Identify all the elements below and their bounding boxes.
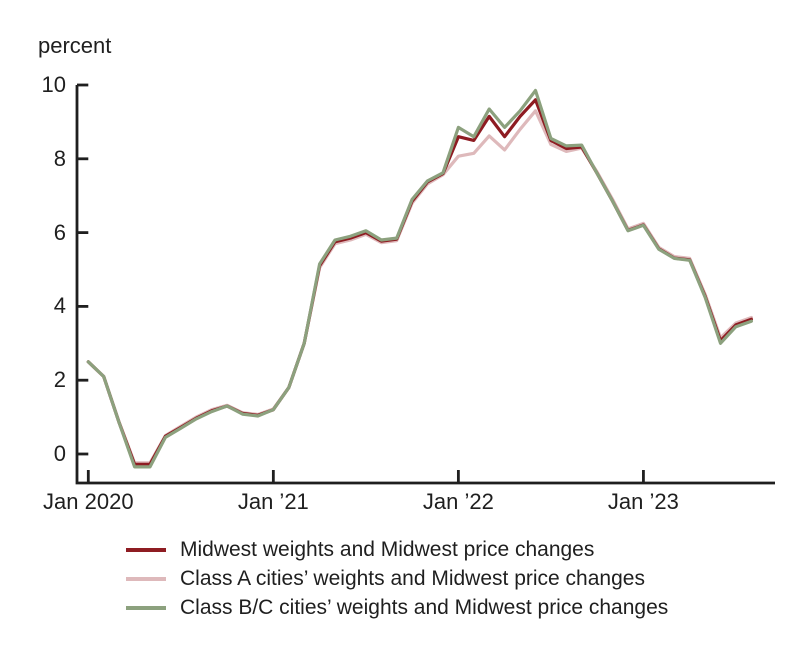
series-line (86, 109, 754, 465)
legend-label: Midwest weights and Midwest price change… (180, 537, 595, 561)
x-tick-label: Jan ’21 (237, 489, 309, 514)
legend-swatch-icon (126, 547, 166, 552)
legend-label: Class B/C cities’ weights and Midwest pr… (180, 595, 669, 619)
y-tick-label: 4 (53, 293, 66, 319)
legend-item: Class B/C cities’ weights and Midwest pr… (126, 593, 668, 622)
legend-swatch-icon (126, 576, 166, 581)
x-tick-label: Jan ’23 (607, 489, 679, 514)
series-line (86, 98, 754, 466)
y-tick-label: 6 (53, 219, 66, 245)
y-tick-label: 0 (53, 441, 66, 466)
legend-label: Class A cities’ weights and Midwest pric… (180, 566, 645, 590)
legend-swatch-icon (126, 605, 166, 610)
axis-lines (75, 85, 775, 485)
y-tick-label: 10 (41, 72, 66, 97)
x-tick-label: Jan 2020 (43, 489, 134, 514)
legend: Midwest weights and Midwest price change… (126, 535, 668, 622)
y-tick-label: 8 (53, 145, 66, 171)
y-axis-unit-label: percent (38, 33, 112, 58)
x-tick-label: Jan ’22 (422, 489, 494, 514)
series-line (86, 88, 754, 469)
legend-item: Midwest weights and Midwest price change… (126, 535, 668, 564)
legend-item: Class A cities’ weights and Midwest pric… (126, 564, 668, 593)
y-tick-label: 2 (53, 367, 66, 393)
